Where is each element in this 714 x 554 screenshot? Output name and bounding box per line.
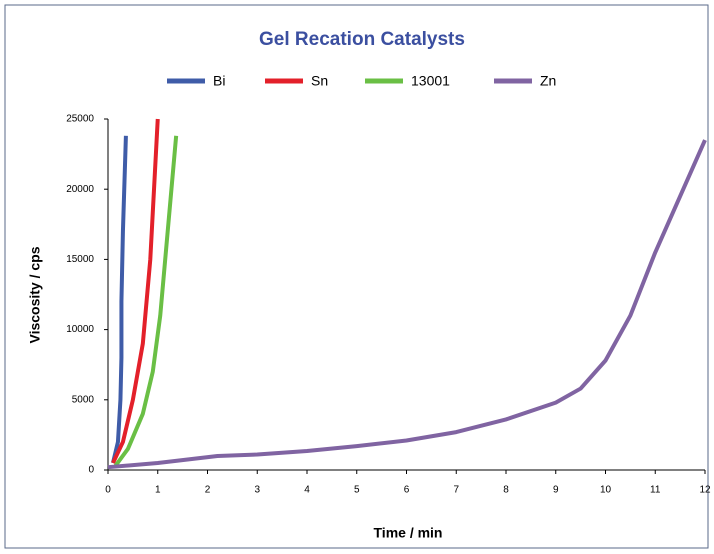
x-tick-label: 9 bbox=[553, 485, 559, 496]
x-tick-label: 5 bbox=[354, 485, 360, 496]
y-tick-label: 0 bbox=[88, 465, 94, 476]
y-tick-label: 10000 bbox=[66, 324, 94, 335]
y-tick-label: 25000 bbox=[66, 114, 94, 125]
series-line bbox=[113, 135, 179, 467]
x-tick-label: 6 bbox=[404, 485, 410, 496]
x-tick-label: 0 bbox=[105, 485, 111, 496]
series-line bbox=[107, 139, 707, 470]
x-tick-label: 3 bbox=[254, 485, 260, 496]
x-tick-label: 11 bbox=[650, 485, 661, 496]
x-tick-label: 4 bbox=[304, 485, 310, 496]
series-line bbox=[111, 118, 160, 464]
x-tick-label: 2 bbox=[205, 485, 211, 496]
y-tick-label: 5000 bbox=[72, 394, 95, 405]
x-tick-label: 7 bbox=[453, 485, 459, 496]
x-tick-label: 10 bbox=[600, 485, 612, 496]
chart-title: Gel Recation Catalysts bbox=[259, 29, 465, 50]
x-tick-label: 8 bbox=[503, 485, 509, 496]
legend-label: Bi bbox=[213, 73, 225, 89]
legend-label: Zn bbox=[540, 73, 556, 89]
x-tick-label: 1 bbox=[155, 485, 161, 496]
x-tick-label: 12 bbox=[699, 485, 711, 496]
legend-label: Sn bbox=[311, 73, 328, 89]
series-line bbox=[111, 135, 128, 464]
y-tick-label: 20000 bbox=[66, 184, 94, 195]
y-tick-label: 15000 bbox=[66, 254, 94, 265]
legend-label: 13001 bbox=[411, 73, 450, 89]
y-axis-title: Viscosity / cps bbox=[27, 246, 43, 343]
x-axis-title: Time / min bbox=[374, 525, 443, 541]
